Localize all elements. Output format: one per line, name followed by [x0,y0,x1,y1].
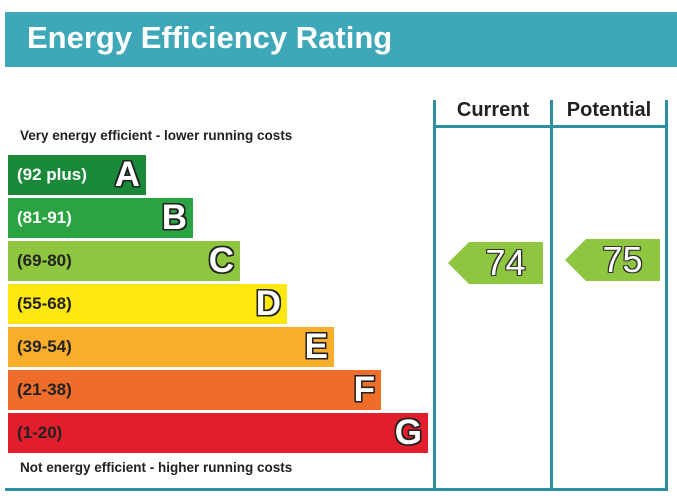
band-letter: G [394,413,422,452]
efficient-note: Very energy efficient - lower running co… [20,128,293,143]
band-letter: E [304,327,328,366]
current-rating-arrow [448,242,543,284]
band-range-label: (92 plus) [17,165,87,184]
band-d: (55-68) D [8,284,287,324]
divider-right [665,100,668,491]
current-column-header: Current [456,99,530,121]
band-range-label: (69-80) [17,251,72,270]
potential-rating-value: 75 [602,239,643,280]
band-a: (92 plus) A [8,155,146,195]
potential-column-header: Potential [566,99,652,121]
band-c: (69-80) C [8,241,240,281]
band-f: (21-38) F [8,370,381,410]
band-range-label: (81-91) [17,208,72,227]
current-rating-value: 74 [485,242,526,283]
band-b: (81-91) B [8,198,193,238]
chart-title: Energy Efficiency Rating [27,20,393,55]
band-letter: B [161,198,187,237]
band-letter: C [208,241,234,280]
band-range-label: (39-54) [17,337,72,356]
band-letter: D [255,284,281,323]
band-letter: F [353,370,375,409]
band-range-label: (21-38) [17,380,72,399]
band-g: (1-20) G [8,413,428,453]
divider-middle [550,100,553,491]
bottom-rule [5,488,668,491]
header-underline [433,125,668,128]
potential-rating-arrow [565,239,660,281]
band-letter: A [114,155,140,194]
band-e: (39-54) E [8,327,334,367]
inefficient-note: Not energy efficient - higher running co… [20,460,293,475]
header-bar: Energy Efficiency Rating [5,12,677,67]
divider-left [433,100,436,491]
band-range-label: (1-20) [17,423,63,442]
band-range-label: (55-68) [17,294,72,313]
